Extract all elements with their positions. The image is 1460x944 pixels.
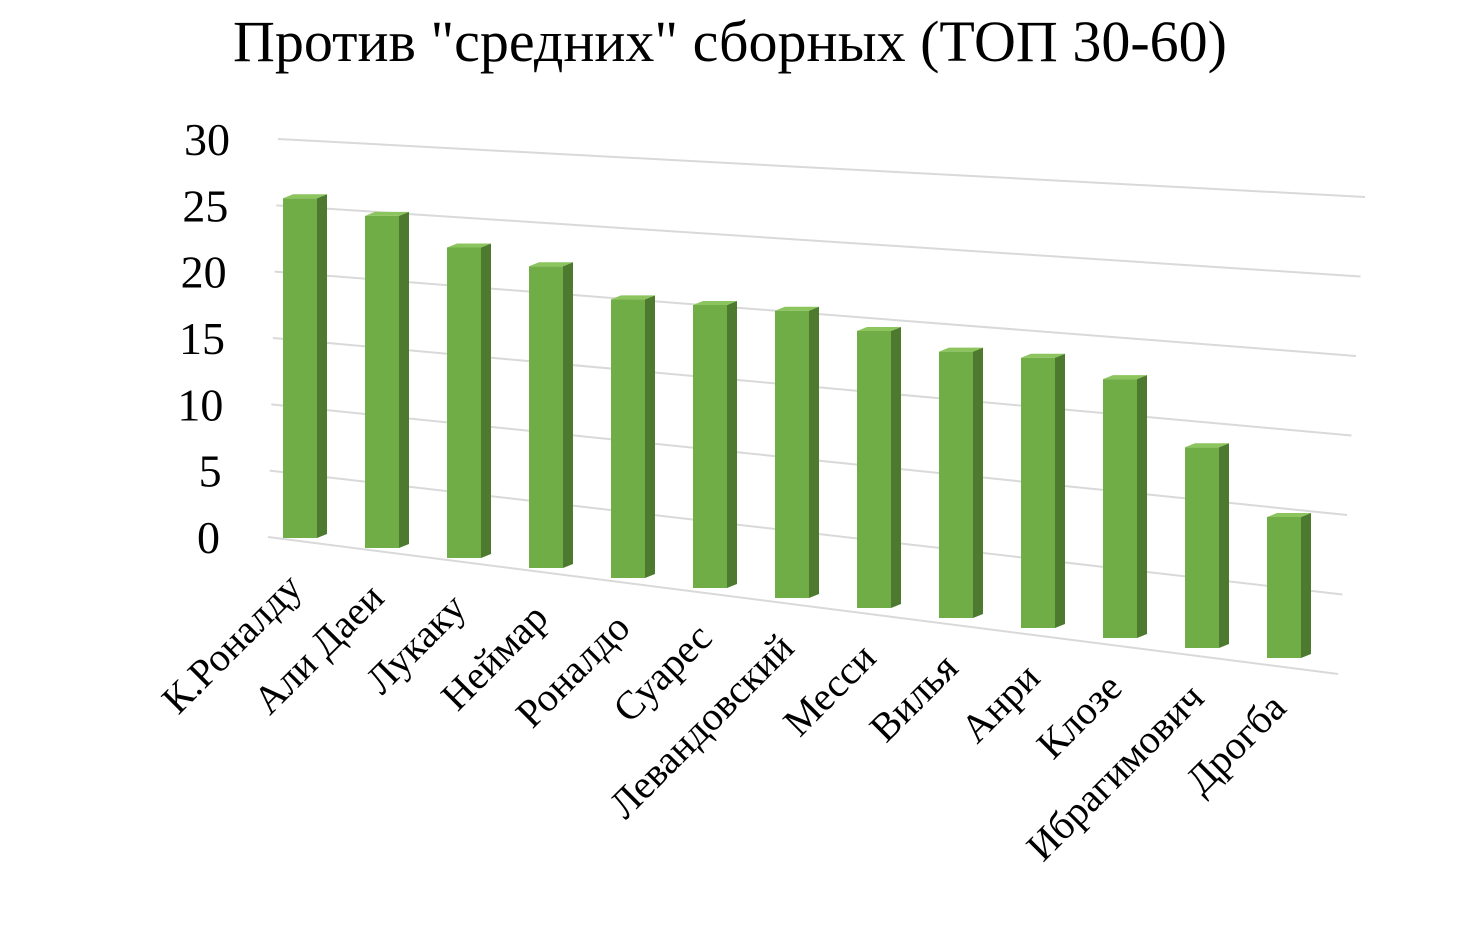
bar <box>939 347 983 618</box>
y-tick-label: 10 <box>177 379 223 430</box>
bar-front-face <box>1103 379 1137 638</box>
bar-side-face <box>727 301 737 588</box>
bar-front-face <box>447 247 481 558</box>
bar-top-face <box>1103 375 1147 380</box>
bar <box>283 194 327 538</box>
bar-top-face <box>529 262 573 267</box>
bar-front-face <box>611 299 645 578</box>
bar <box>857 326 901 608</box>
y-tick-label: 5 <box>199 446 222 497</box>
bar-side-face <box>399 211 409 548</box>
bar-side-face <box>1219 443 1229 648</box>
bar-top-face <box>939 347 983 352</box>
bar-side-face <box>891 326 901 608</box>
bar-front-face <box>1021 357 1055 628</box>
bar <box>447 243 491 558</box>
bar <box>529 262 573 568</box>
bar <box>1267 513 1311 658</box>
bar-front-face <box>857 330 891 608</box>
bar-top-face <box>1267 513 1311 518</box>
bar-front-face <box>693 305 727 588</box>
bar-top-face <box>611 295 655 300</box>
bar-top-face <box>857 326 901 331</box>
bar <box>365 211 409 548</box>
bar-top-face <box>283 194 327 199</box>
bar-top-face <box>693 301 737 306</box>
bar <box>775 306 819 598</box>
bar-top-face <box>1021 353 1065 358</box>
y-tick-label: 15 <box>179 313 225 364</box>
bar-side-face <box>481 243 491 558</box>
y-tick-label: 25 <box>182 180 228 231</box>
bar-side-face <box>973 347 983 618</box>
bar-front-face <box>283 198 317 538</box>
bar-side-face <box>809 306 819 598</box>
bar-front-face <box>1185 447 1219 648</box>
gridline <box>277 138 1366 198</box>
y-axis-tick-labels: 0 5 10 15 20 25 30 <box>177 114 230 563</box>
bar-side-face <box>317 194 327 538</box>
bar-side-face <box>563 262 573 568</box>
bar-front-face <box>939 351 973 618</box>
bar-top-face <box>1185 443 1229 448</box>
gridline <box>276 204 1361 278</box>
bar-top-face <box>447 243 491 248</box>
bar-front-face <box>775 310 809 598</box>
bar-front-face <box>529 266 563 568</box>
gridline <box>267 536 1339 675</box>
chart-title: Против "средних" сборных (ТОП 30-60) <box>233 9 1227 74</box>
bar-top-face <box>365 211 409 216</box>
y-tick-label: 30 <box>184 114 230 165</box>
bar <box>1185 443 1229 648</box>
y-tick-label: 20 <box>181 247 227 298</box>
bar <box>611 295 655 578</box>
bar-front-face <box>365 215 399 548</box>
bar-front-face <box>1267 517 1301 658</box>
bar-top-face <box>775 306 819 311</box>
bar-side-face <box>1301 513 1311 658</box>
bars <box>283 194 1311 658</box>
bar <box>1021 353 1065 628</box>
bar <box>1103 375 1147 638</box>
bar-side-face <box>1137 375 1147 638</box>
bar-side-face <box>645 295 655 578</box>
bar-side-face <box>1055 353 1065 628</box>
y-tick-label: 0 <box>197 512 220 563</box>
bar <box>693 301 737 588</box>
